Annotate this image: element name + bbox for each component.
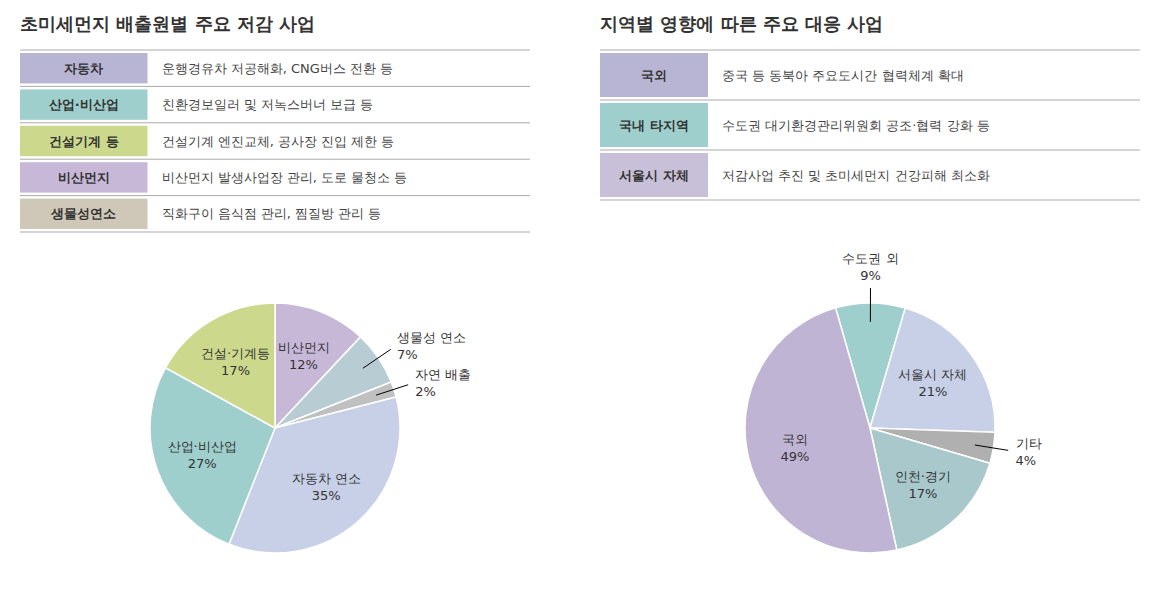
row-text: 중국 등 동북아 주요도시간 협력체계 확대 (722, 68, 964, 83)
pie (745, 303, 995, 553)
table: 초미세먼지 배출원별 주요 저감 사업자동차 운행경유차 저공해화, CNG버스 … (20, 13, 530, 232)
pie (150, 303, 400, 553)
slice-label: 국외 (782, 432, 808, 447)
slice-value: 4% (1016, 453, 1037, 468)
pie-labels: 수도권 외 9% 서울시 자체 21% 기타 4% 인천·경기 17% 국외 49% (780, 251, 1041, 501)
row-text: 운행경유차 저공해화, CNG버스 전환 등 (162, 61, 394, 76)
row-divider (20, 195, 530, 196)
pie-slice (870, 308, 995, 432)
row-label: 비산먼지 (58, 170, 110, 185)
row-label-box (20, 89, 148, 119)
row-label: 건설기계 등 (49, 134, 119, 149)
row-label-box (600, 53, 708, 97)
row-label-box (20, 53, 148, 83)
slice-label: 건설·기계등 (201, 346, 270, 361)
leader-line (376, 385, 408, 395)
row-divider (600, 100, 1140, 101)
slice-value: 7% (397, 347, 418, 362)
table-title: 지역별 영향에 따른 주요 대응 사업 (600, 13, 883, 34)
table-border (600, 50, 1140, 51)
table-title: 초미세먼지 배출원별 주요 저감 사업 (20, 13, 315, 34)
row-divider (20, 122, 530, 123)
row-label: 자동차 (64, 61, 103, 76)
row-divider (20, 86, 530, 87)
leader-line (975, 445, 1008, 450)
slice-label: 비산먼지 (278, 340, 330, 355)
row-label: 생물성연소 (50, 206, 116, 221)
row-label-box (20, 126, 148, 156)
row-label: 산업·비산업 (49, 97, 119, 112)
leader-line (363, 349, 391, 368)
leader-line (870, 288, 871, 322)
background (0, 0, 1160, 597)
row-label: 국외 (641, 68, 667, 83)
pie-slice (165, 303, 275, 428)
slice-value: 17% (221, 363, 250, 378)
row-text: 건설기계 엔진교체, 공사장 진입 제한 등 (162, 134, 395, 149)
row-divider (600, 150, 1140, 151)
row-label-box (20, 199, 148, 229)
figure: 초미세먼지 배출원별 주요 저감 사업자동차 운행경유차 저공해화, CNG버스 … (0, 0, 1160, 597)
slice-value: 17% (908, 486, 937, 501)
slice-label: 산업·비산업 (168, 439, 237, 454)
table: 지역별 영향에 따른 주요 대응 사업국외 중국 등 동북아 주요도시간 협력체계… (600, 13, 1140, 200)
row-label: 서울시 자체 (619, 168, 689, 183)
slice-value: 49% (780, 449, 809, 464)
slice-label: 수도권 외 (842, 251, 898, 266)
slice-label: 생물성 연소 (397, 330, 466, 345)
row-divider (600, 200, 1140, 201)
slice-label: 인천·경기 (895, 469, 951, 484)
slice-value: 21% (918, 384, 947, 399)
pie-slice (745, 308, 897, 553)
slice-label: 기타 (1016, 436, 1042, 451)
row-text: 비산먼지 발생사업장 관리, 도로 물청소 등 (162, 170, 408, 185)
row-text: 저감사업 추진 및 초미세먼지 건강피해 최소화 (722, 168, 990, 183)
row-label-box (600, 103, 708, 147)
row-label-box (600, 153, 708, 197)
slice-label: 자동차 연소 (292, 471, 361, 486)
row-divider (20, 159, 530, 160)
slice-value: 2% (415, 384, 436, 399)
slice-label: 서울시 자체 (898, 367, 967, 382)
slice-value: 12% (289, 357, 318, 372)
slice-value: 27% (188, 456, 217, 471)
pie-labels: 비산먼지 12% 생물성 연소 7% 자연 배출 2% 자동차 연소 35% 산업·비산업 27%… (168, 330, 472, 503)
row-text: 수도권 대기환경관리위원회 공조·협력 강화 등 (722, 118, 990, 133)
slice-value: 35% (312, 488, 341, 503)
row-label-box (20, 162, 148, 192)
table-border (20, 50, 530, 51)
row-text: 친환경보일러 및 저녹스버너 보급 등 (162, 97, 374, 112)
slice-value: 9% (860, 268, 881, 283)
row-text: 직화구이 음식점 관리, 찜질방 관리 등 (162, 206, 382, 221)
slice-label: 자연 배출 (415, 367, 471, 382)
row-divider (20, 232, 530, 233)
row-label: 국내 타지역 (619, 118, 689, 133)
